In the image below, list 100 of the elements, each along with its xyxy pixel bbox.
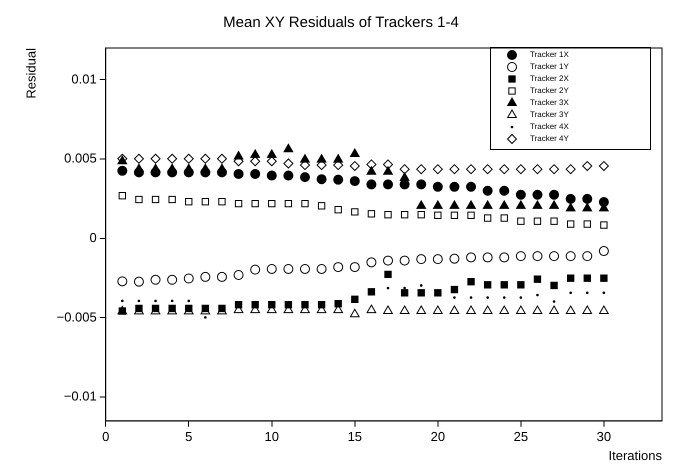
point bbox=[584, 274, 591, 282]
x-axis-title: Iterations bbox=[608, 448, 662, 463]
point bbox=[566, 202, 576, 212]
point bbox=[499, 252, 510, 262]
point bbox=[566, 164, 576, 174]
point bbox=[450, 306, 460, 314]
point bbox=[300, 264, 310, 274]
point bbox=[301, 300, 309, 308]
point bbox=[368, 210, 376, 218]
point bbox=[366, 304, 376, 314]
point bbox=[449, 254, 460, 264]
point bbox=[416, 254, 426, 264]
point bbox=[334, 300, 342, 308]
point bbox=[532, 251, 542, 262]
point bbox=[117, 276, 128, 286]
point bbox=[449, 182, 460, 192]
point bbox=[499, 200, 510, 209]
legend-label: Tracker 3X bbox=[530, 98, 570, 108]
point bbox=[584, 220, 591, 228]
point bbox=[400, 179, 410, 190]
point bbox=[251, 300, 259, 308]
point bbox=[482, 186, 493, 196]
point bbox=[416, 164, 426, 174]
y-tick-label: −0.01 bbox=[64, 388, 97, 404]
point bbox=[384, 211, 392, 218]
point bbox=[167, 274, 178, 285]
point bbox=[566, 251, 576, 262]
point bbox=[251, 200, 259, 208]
point bbox=[301, 200, 309, 208]
point bbox=[200, 272, 210, 282]
point bbox=[152, 196, 160, 204]
point bbox=[434, 212, 442, 220]
x-tick-label: 0 bbox=[102, 429, 110, 444]
point bbox=[284, 300, 292, 308]
point bbox=[432, 182, 443, 192]
point bbox=[134, 154, 144, 164]
point bbox=[283, 264, 294, 274]
point bbox=[599, 306, 609, 314]
point bbox=[234, 300, 242, 308]
legend-label: Tracker 1X bbox=[530, 50, 570, 60]
point bbox=[218, 198, 226, 206]
point bbox=[283, 170, 294, 181]
legend-label: Tracker 4X bbox=[530, 122, 570, 132]
point bbox=[582, 306, 592, 314]
point bbox=[134, 167, 144, 178]
point bbox=[268, 200, 276, 208]
point bbox=[582, 202, 592, 212]
point bbox=[550, 218, 558, 225]
x-tick-label: 25 bbox=[514, 429, 528, 444]
point bbox=[516, 190, 526, 200]
point bbox=[499, 186, 510, 196]
point bbox=[466, 306, 476, 314]
point bbox=[582, 251, 592, 262]
point bbox=[350, 148, 360, 157]
point bbox=[549, 164, 560, 174]
point bbox=[318, 300, 326, 308]
point bbox=[350, 161, 360, 172]
point bbox=[598, 161, 609, 172]
point bbox=[484, 214, 492, 222]
point bbox=[250, 149, 260, 158]
point bbox=[467, 212, 475, 220]
point bbox=[598, 246, 609, 256]
point bbox=[517, 218, 525, 225]
point bbox=[135, 196, 143, 204]
point bbox=[118, 192, 126, 200]
point bbox=[466, 182, 476, 192]
point bbox=[549, 306, 559, 314]
point bbox=[499, 306, 510, 314]
point bbox=[600, 221, 608, 229]
point bbox=[582, 161, 592, 172]
point bbox=[598, 197, 609, 208]
point bbox=[202, 198, 210, 206]
point bbox=[250, 156, 260, 166]
point bbox=[266, 156, 277, 166]
point bbox=[168, 196, 176, 204]
point bbox=[418, 289, 425, 296]
point bbox=[250, 264, 260, 275]
point bbox=[283, 158, 294, 168]
point bbox=[516, 251, 526, 262]
point bbox=[383, 179, 394, 190]
point bbox=[300, 172, 310, 182]
point bbox=[532, 306, 542, 314]
point bbox=[566, 274, 574, 282]
point bbox=[351, 296, 358, 303]
point bbox=[549, 190, 560, 200]
point bbox=[566, 306, 576, 314]
point bbox=[432, 164, 443, 174]
chart-title: Mean XY Residuals of Trackers 1-4 bbox=[223, 14, 459, 32]
point bbox=[150, 274, 161, 285]
point bbox=[366, 257, 376, 268]
point bbox=[200, 167, 210, 178]
point bbox=[333, 262, 344, 272]
point bbox=[432, 254, 443, 264]
point bbox=[300, 154, 310, 163]
y-tick-label: −0.005 bbox=[56, 309, 97, 324]
point bbox=[482, 200, 492, 209]
point bbox=[532, 200, 542, 209]
point bbox=[334, 206, 342, 214]
point bbox=[216, 154, 227, 164]
point bbox=[184, 274, 194, 284]
